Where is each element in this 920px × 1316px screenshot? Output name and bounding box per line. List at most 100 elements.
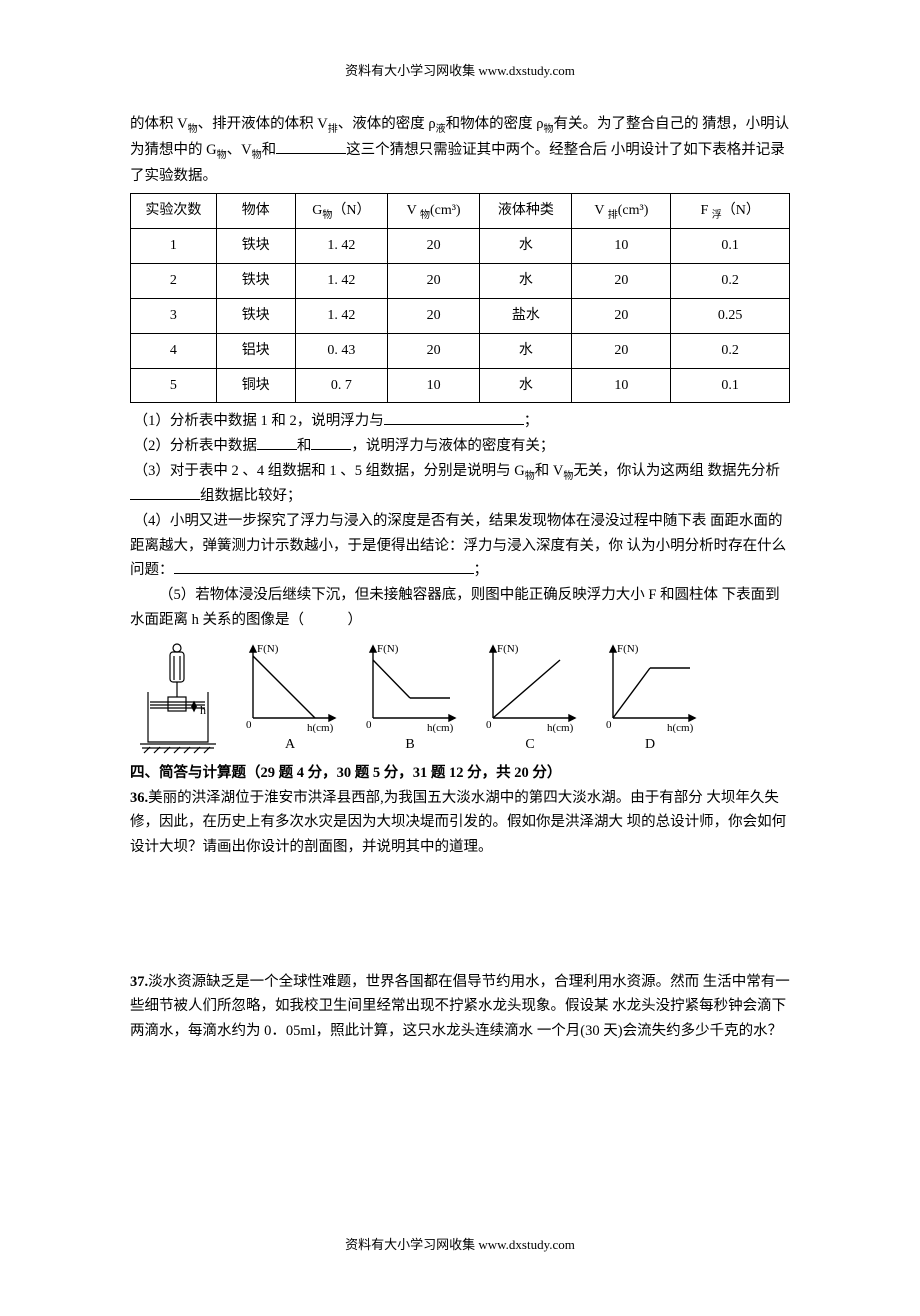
- section-4-title: 四、简答与计算题（29 题 4 分，30 题 5 分，31 题 12 分，共 2…: [130, 761, 790, 786]
- table-cell: 4: [131, 333, 217, 368]
- table-cell: 1. 42: [295, 229, 387, 264]
- question-3: （3）对于表中 2 、4 组数据和 1 、5 组数据，分别是说明与 G物和 V物…: [130, 459, 790, 510]
- question-4: （4）小明又进一步探究了浮力与浸入的深度是否有关，结果发现物体在浸没过程中随下表…: [130, 509, 790, 583]
- ylabel: F(N): [497, 643, 519, 655]
- table-header: G物（N）: [295, 193, 387, 229]
- sub: 排: [328, 124, 338, 135]
- t: 一个月(30 天)会流失约多少千克的水？: [537, 1023, 782, 1039]
- table-cell: 20: [387, 264, 479, 299]
- table-row: 2铁块1. 4220水200.2: [131, 264, 790, 299]
- table-cell: 铁块: [216, 264, 295, 299]
- table-cell: 0.2: [671, 264, 790, 299]
- table-row: 3铁块1. 4220盐水200.25: [131, 298, 790, 333]
- svg-text:0: 0: [246, 719, 252, 731]
- table-row: 1铁块1. 4220水100.1: [131, 229, 790, 264]
- sub: 液: [436, 124, 446, 135]
- table-cell: 0. 43: [295, 333, 387, 368]
- t: 和 V: [535, 463, 564, 479]
- t: 美丽的洪泽湖位于淮安市洪泽县西部,为我国五大淡水湖中的第四大淡水湖。由于有部分: [148, 790, 703, 806]
- table-cell: 铁块: [216, 229, 295, 264]
- graph-c: F(N) 0 h(cm) C: [475, 638, 585, 757]
- graph-d-label: D: [595, 733, 705, 757]
- table-cell: 水: [480, 368, 572, 403]
- sub: 物: [217, 150, 227, 161]
- xlabel: h(cm): [427, 722, 454, 733]
- q37-number: 37.: [130, 974, 148, 990]
- table-cell: 10: [572, 229, 671, 264]
- t: 、V: [227, 142, 252, 158]
- ylabel: F(N): [617, 643, 639, 655]
- page-header: 资料有大小学习网收集 www.dxstudy.com: [130, 60, 790, 82]
- svg-text:0: 0: [366, 719, 372, 731]
- t: 、液体的密度 ρ: [338, 116, 436, 132]
- ylabel: F(N): [257, 643, 279, 655]
- page-footer: 资料有大小学习网收集 www.dxstudy.com: [130, 1234, 790, 1256]
- question-1: （1）分析表中数据 1 和 2，说明浮力与；: [130, 409, 790, 434]
- sub: 物: [525, 470, 535, 481]
- table-header: 物体: [216, 193, 295, 229]
- sub: 物: [543, 124, 553, 135]
- beaker-h-label: h: [200, 703, 206, 717]
- table-cell: 铝块: [216, 333, 295, 368]
- table-cell: 1. 42: [295, 264, 387, 299]
- table-cell: 10: [387, 368, 479, 403]
- table-cell: 20: [572, 333, 671, 368]
- t: 这三个猜想只需验证其中两个。经整合后: [346, 142, 607, 158]
- t: 和: [262, 142, 277, 158]
- table-header: V 物(cm³): [387, 193, 479, 229]
- xlabel: h(cm): [547, 722, 574, 733]
- t: 无关，你认为这两组: [573, 463, 704, 479]
- t: 数据先分析: [707, 463, 780, 479]
- t: 有关。为了整合自己的: [553, 116, 698, 132]
- question-2: （2）分析表中数据和，说明浮力与液体的密度有关；: [130, 434, 790, 459]
- table-cell: 0.1: [671, 229, 790, 264]
- table-header: 实验次数: [131, 193, 217, 229]
- t: （5）若物体浸没后继续下沉，但未接触容器底，则图中能正确反映浮力大小 F 和圆柱…: [159, 587, 718, 603]
- t: 的体积 V: [130, 116, 188, 132]
- table-cell: 20: [572, 298, 671, 333]
- table-cell: 1. 42: [295, 298, 387, 333]
- question-37: 37.淡水资源缺乏是一个全球性难题，世界各国都在倡导节约用水，合理利用水资源。然…: [130, 970, 790, 1044]
- t: ，说明浮力与液体的密度有关；: [351, 438, 554, 454]
- t: ；: [524, 413, 539, 429]
- svg-text:0: 0: [486, 719, 492, 731]
- t: ；: [474, 562, 489, 578]
- table-row: 4铝块0. 4320水200.2: [131, 333, 790, 368]
- table-row: 5铜块0. 710水100.1: [131, 368, 790, 403]
- ylabel: F(N): [377, 643, 399, 655]
- table-cell: 水: [480, 264, 572, 299]
- table-cell: 5: [131, 368, 217, 403]
- graph-a: F(N) 0 h(cm) A: [235, 638, 345, 757]
- sub: 物: [188, 124, 198, 135]
- table-cell: 铜块: [216, 368, 295, 403]
- t: 和物体的密度 ρ: [446, 116, 544, 132]
- t: 组数据比较好；: [200, 488, 302, 504]
- sub: 物: [252, 150, 262, 161]
- graph-b-label: B: [355, 733, 465, 757]
- blank: [276, 138, 346, 154]
- experiment-table: 实验次数物体G物（N）V 物(cm³)液体种类V 排(cm³)F 浮（N） 1铁…: [130, 193, 790, 404]
- beaker-diagram: h: [130, 642, 225, 757]
- graph-b: F(N) 0 h(cm) B: [355, 638, 465, 757]
- table-cell: 0.25: [671, 298, 790, 333]
- xlabel: h(cm): [307, 722, 334, 733]
- question-36: 36.美丽的洪泽湖位于淮安市洪泽县西部,为我国五大淡水湖中的第四大淡水湖。由于有…: [130, 786, 790, 860]
- blank: [311, 434, 351, 450]
- t: （2）分析表中数据: [134, 438, 257, 454]
- table-cell: 0.1: [671, 368, 790, 403]
- table-cell: 铁块: [216, 298, 295, 333]
- blank: [257, 434, 297, 450]
- t: 淡水资源缺乏是一个全球性难题，世界各国都在倡导节约用水，合理利用水资源。然而: [148, 974, 699, 990]
- table-cell: 0.2: [671, 333, 790, 368]
- table-cell: 20: [387, 333, 479, 368]
- xlabel: h(cm): [667, 722, 694, 733]
- graph-a-label: A: [235, 733, 345, 757]
- table-cell: 20: [387, 298, 479, 333]
- blank: [130, 485, 200, 501]
- figure-row: h F(N) 0 h(cm) A: [130, 638, 790, 757]
- graph-d: F(N) 0 h(cm) D: [595, 638, 705, 757]
- table-header: V 排(cm³): [572, 193, 671, 229]
- blank: [384, 410, 524, 426]
- answer-space: [130, 860, 790, 970]
- svg-text:0: 0: [606, 719, 612, 731]
